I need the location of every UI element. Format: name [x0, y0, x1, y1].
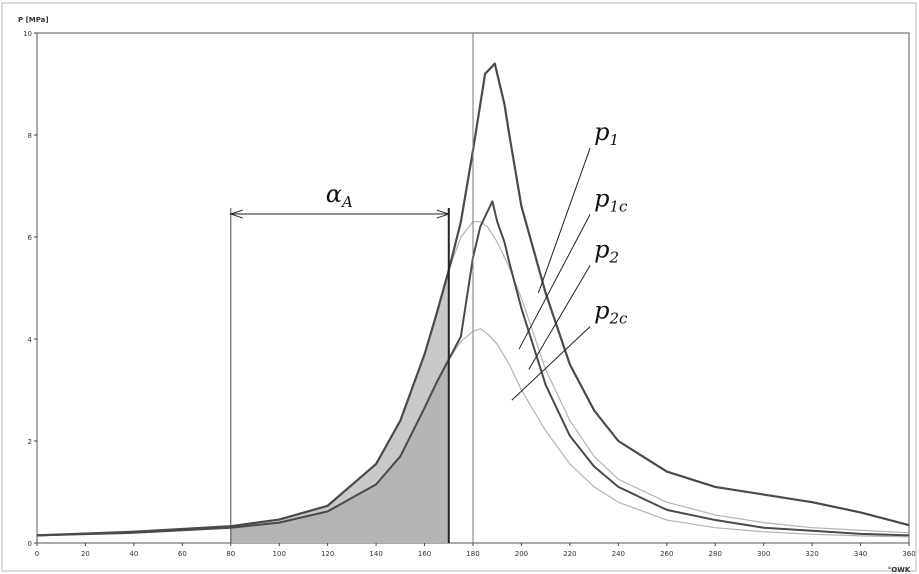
- shaded-area-p2: [230, 359, 449, 543]
- series-label-p1c: p1c: [594, 184, 628, 215]
- x-tick-label: 120: [321, 550, 334, 558]
- y-tick-label: 4: [28, 336, 33, 344]
- x-tick-label: 360: [902, 550, 915, 558]
- y-axis-title: P [MPa]: [18, 16, 49, 24]
- callout-line-p1: [537, 147, 591, 294]
- x-tick-label: 60: [178, 550, 187, 558]
- y-tick-label: 0: [28, 540, 32, 548]
- x-tick-label: 300: [757, 550, 770, 558]
- interval-arrow-head-right: [436, 209, 451, 219]
- series-line-p2: [36, 200, 910, 537]
- callout-line-p2: [528, 265, 591, 370]
- callout-line-p1c: [518, 214, 591, 350]
- interval-label: αA: [326, 180, 353, 211]
- x-tick-label: 280: [709, 550, 722, 558]
- interval-arrow-head-left: [229, 209, 243, 219]
- series-label-base: p: [594, 184, 609, 212]
- y-tick-label: 10: [23, 30, 32, 38]
- callout-line-p2c: [511, 326, 591, 401]
- x-tick-label: 340: [854, 550, 867, 558]
- series-line-p1: [36, 62, 910, 537]
- x-tick-label: 320: [805, 550, 818, 558]
- x-tick-label: 240: [612, 550, 625, 558]
- x-tick-label: 180: [466, 550, 479, 558]
- x-tick-label: 220: [563, 550, 576, 558]
- tick-layer: 0 20 40 60 80 100 120 140 160 180 200 220 240 260 280 3…: [23, 30, 916, 558]
- y-tick-label: 8: [28, 132, 32, 140]
- series-label-p2: p2: [594, 235, 619, 266]
- y-tick-label: 2: [28, 438, 32, 446]
- series-layer: [36, 62, 910, 538]
- series-label-p2c: p2c: [594, 297, 628, 328]
- series-label-p1: p1: [594, 118, 619, 149]
- x-tick-label: 20: [81, 550, 90, 558]
- x-tick-label: 260: [660, 550, 673, 558]
- series-label-sub: 2: [608, 248, 619, 266]
- series-label-base: p: [594, 235, 609, 263]
- shaded-region-layer: [230, 270, 449, 543]
- marker-layer: [230, 33, 474, 543]
- x-tick-label: 0: [35, 550, 39, 558]
- x-tick-label: 100: [273, 550, 286, 558]
- x-tick-label: 200: [515, 550, 528, 558]
- x-tick-label: 160: [418, 550, 431, 558]
- series-label-sub: 1c: [609, 197, 628, 215]
- y-tick-label: 6: [28, 234, 33, 242]
- series-label-sub: 2c: [608, 310, 628, 328]
- series-label-base: p: [594, 118, 609, 146]
- interval-label-base: α: [326, 180, 342, 208]
- series-label-base: p: [594, 297, 609, 325]
- x-axis-title: °OWK: [888, 566, 911, 574]
- x-tick-label: 80: [226, 550, 235, 558]
- series-label-sub: 1: [609, 131, 619, 149]
- x-tick-label: 40: [129, 550, 138, 558]
- x-tick-label: 140: [369, 550, 382, 558]
- interval-label-sub: A: [340, 193, 353, 211]
